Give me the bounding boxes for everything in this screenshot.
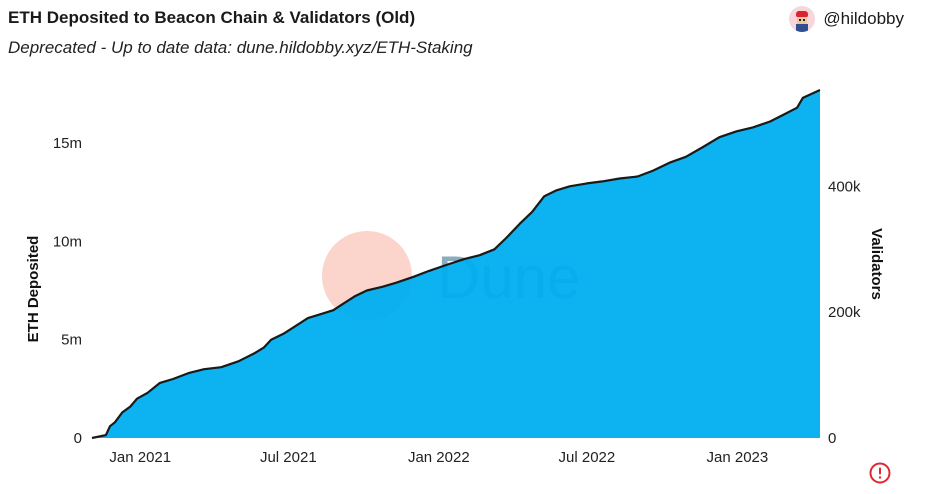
y-tick-label: 15m — [53, 135, 82, 152]
x-axis: Jan 2021 Jul 2021 Jan 2022 Jul 2022 Jan 2023 — [109, 449, 768, 466]
y-tick-label: 5m — [61, 332, 82, 349]
x-tick-label: Jan 2022 — [408, 449, 470, 466]
y2-tick-label: 200k — [828, 304, 861, 321]
x-tick-label: Jan 2021 — [109, 449, 171, 466]
y-axis-left: 0 5m 10m 15m — [53, 135, 82, 447]
y2-axis-title: Validators — [868, 228, 885, 300]
author-name[interactable]: @hildobby — [823, 9, 904, 28]
avatar — [789, 6, 816, 32]
x-tick-label: Jul 2021 — [260, 449, 317, 466]
x-tick-label: Jan 2023 — [707, 449, 769, 466]
series-line-0[interactable] — [91, 89, 821, 440]
y-axis-right: 0 200k 400k — [828, 178, 861, 447]
author-badge[interactable]: @hildobby — [789, 6, 904, 32]
y-tick-label: 0 — [74, 430, 82, 447]
chart-title: ETH Deposited to Beacon Chain & Validato… — [8, 8, 416, 27]
alert-icon[interactable] — [869, 462, 891, 484]
series-layer — [91, 89, 821, 440]
y-axis-title: ETH Deposited — [25, 236, 42, 343]
chart-subtitle: Deprecated - Up to date data: dune.hildo… — [8, 38, 473, 57]
y2-tick-label: 0 — [828, 430, 836, 447]
y2-tick-label: 400k — [828, 178, 861, 195]
y-tick-label: 10m — [53, 233, 82, 250]
x-tick-label: Jul 2022 — [559, 449, 616, 466]
avatar-icon — [789, 6, 816, 32]
